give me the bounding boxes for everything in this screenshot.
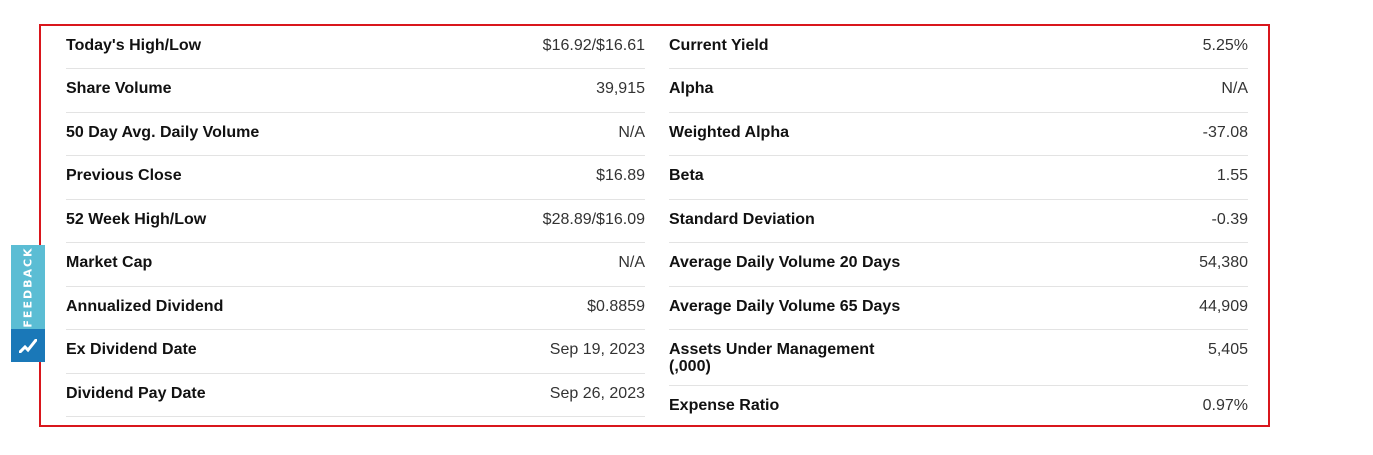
stat-label: Expense Ratio: [669, 397, 780, 414]
stat-value: 5.25%: [1202, 37, 1248, 54]
stat-row-annualized-dividend: Annualized Dividend $0.8859: [66, 287, 645, 330]
stat-value: N/A: [618, 254, 645, 271]
stat-row-previous-close: Previous Close $16.89: [66, 156, 645, 200]
stat-label: Weighted Alpha: [669, 124, 789, 141]
nasdaq-logo-icon[interactable]: [11, 329, 45, 362]
stat-value: -0.39: [1211, 211, 1248, 228]
stat-label: Annualized Dividend: [66, 298, 224, 315]
stat-row-avg-daily-volume-20: Average Daily Volume 20 Days 54,380: [669, 243, 1248, 287]
stat-label: 50 Day Avg. Daily Volume: [66, 124, 260, 141]
stat-label: Average Daily Volume 65 Days: [669, 298, 901, 315]
stat-row-beta: Beta 1.55: [669, 156, 1248, 200]
stat-value: $0.8859: [587, 298, 645, 315]
stat-value: $16.89: [596, 167, 645, 184]
right-stats-column: Current Yield 5.25% Alpha N/A Weighted A…: [669, 26, 1248, 430]
stat-label: Today's High/Low: [66, 37, 202, 54]
stat-label: Average Daily Volume 20 Days: [669, 254, 901, 271]
stat-value: 54,380: [1199, 254, 1248, 271]
stat-value: Sep 19, 2023: [549, 341, 645, 358]
stat-label: Standard Deviation: [669, 211, 815, 228]
stat-value: N/A: [1221, 80, 1248, 97]
stat-label: 52 Week High/Low: [66, 211, 207, 228]
stat-value: $16.92/$16.61: [542, 37, 645, 54]
feedback-label-area[interactable]: FEEDBACK: [11, 245, 45, 329]
stat-value: 5,405: [1207, 341, 1248, 358]
summary-data-frame: [39, 24, 1270, 427]
stat-label: Ex Dividend Date: [66, 341, 197, 358]
stat-row-weighted-alpha: Weighted Alpha -37.08: [669, 113, 1248, 156]
stat-value: N/A: [618, 124, 645, 141]
stat-row-market-cap: Market Cap N/A: [66, 243, 645, 287]
stat-label: Previous Close: [66, 167, 182, 184]
stat-label: Alpha: [669, 80, 714, 97]
left-stats-column: Today's High/Low $16.92/$16.61 Share Vol…: [66, 26, 645, 417]
stat-row-50-day-avg-volume: 50 Day Avg. Daily Volume N/A: [66, 113, 645, 156]
stat-row-assets-under-management: Assets Under Management (,000) 5,405: [669, 330, 1248, 386]
stat-value: 1.55: [1216, 167, 1248, 184]
stat-row-ex-dividend-date: Ex Dividend Date Sep 19, 2023: [66, 330, 645, 374]
stat-label: Dividend Pay Date: [66, 385, 206, 402]
stat-value: 44,909: [1199, 298, 1248, 315]
stat-row-avg-daily-volume-65: Average Daily Volume 65 Days 44,909: [669, 287, 1248, 330]
stat-row-dividend-pay-date: Dividend Pay Date Sep 26, 2023: [66, 374, 645, 417]
stat-row-52-week-high-low: 52 Week High/Low $28.89/$16.09: [66, 200, 645, 243]
stat-value: -37.08: [1202, 124, 1248, 141]
feedback-tab[interactable]: FEEDBACK: [11, 245, 45, 362]
stat-row-alpha: Alpha N/A: [669, 69, 1248, 113]
stat-label: Share Volume: [66, 80, 172, 97]
stat-row-standard-deviation: Standard Deviation -0.39: [669, 200, 1248, 243]
stat-row-todays-high-low: Today's High/Low $16.92/$16.61: [66, 26, 645, 69]
stat-value: 39,915: [596, 80, 645, 97]
stat-row-share-volume: Share Volume 39,915: [66, 69, 645, 113]
stat-label: Assets Under Management (,000): [669, 341, 875, 375]
stat-label: Current Yield: [669, 37, 769, 54]
stat-row-current-yield: Current Yield 5.25%: [669, 26, 1248, 69]
stat-value: Sep 26, 2023: [549, 385, 645, 402]
stat-value: $28.89/$16.09: [542, 211, 645, 228]
stat-row-expense-ratio: Expense Ratio 0.97%: [669, 386, 1248, 430]
stat-value: 0.97%: [1202, 397, 1248, 414]
stat-label: Beta: [669, 167, 704, 184]
feedback-label: FEEDBACK: [21, 246, 35, 328]
stat-label: Market Cap: [66, 254, 153, 271]
